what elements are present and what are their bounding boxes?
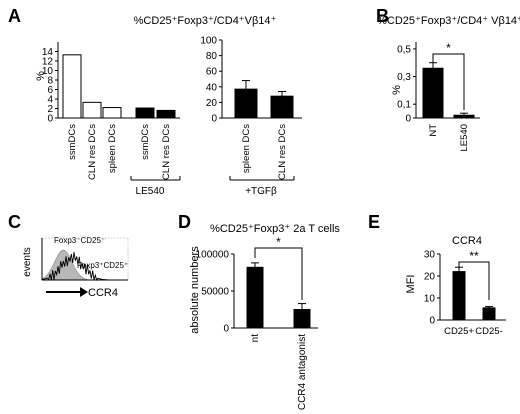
panel-a-left-bar — [62, 54, 82, 119]
panel-a-left-category-label: CLN res DCs — [87, 124, 98, 180]
panel-b-significance-label: * — [446, 41, 451, 55]
panel-a-left-category-label: ssmDCs — [140, 124, 151, 160]
panel-a-left-ytick-label: 6 — [47, 85, 53, 96]
panel-e-ylabel: MFI — [405, 275, 417, 294]
panel-d-category-label: CCR4 antagonist — [297, 334, 308, 410]
panel-e-significance-bracket — [458, 261, 490, 300]
panel-b-bar — [453, 114, 475, 119]
panel-b-ytick-label: 0,1 — [397, 100, 411, 111]
panel-b-category-label: NT — [428, 124, 439, 137]
panel-a-right-category-label: spleen DCs — [241, 124, 252, 173]
panel-a-left-category-label: spleen DCs — [107, 124, 118, 173]
panel-a-right-ytick-label: 100 — [200, 36, 217, 47]
panel-label-b: B — [376, 6, 389, 26]
panel-a-left-ytick-label: 10 — [42, 66, 54, 77]
panel-b-title: %CD25⁺Foxp3⁺/CD4⁺ Vβ14⁺ — [377, 15, 520, 27]
panel-d-bar — [293, 309, 311, 329]
panel-d-ylabel: absolute numbers — [189, 246, 201, 334]
panel-d-significance-label: * — [276, 235, 281, 249]
panel-label-e: E — [368, 212, 380, 232]
panel-a-right-category-label: CLN res DCs — [277, 124, 288, 180]
panel-e-ytick-label: 10 — [424, 294, 436, 305]
panel-a-left-bar — [102, 107, 122, 119]
panel-a-title: %CD25⁺Foxp3⁺/CD4⁺Vβ14⁺ — [134, 15, 277, 27]
panel-a-right-bar — [270, 95, 294, 119]
panel-b-category-label: LE540 — [459, 124, 470, 151]
panel-a-left-bar — [135, 107, 155, 119]
panel-b-ytick-label: 0,3 — [397, 72, 411, 83]
panel-label-a: A — [8, 6, 21, 26]
panel-a-right-ytick-label: 80 — [206, 51, 218, 62]
panel-a-right-bar — [234, 88, 258, 119]
panel-b-ylabel: % — [391, 85, 403, 95]
panel-d-category-label: nt — [250, 334, 261, 343]
panel-a-right-ytick-label: 20 — [206, 98, 218, 109]
panel-e-category-label: CD25- — [475, 326, 502, 337]
panel-c-ccr4-arrow-head — [80, 287, 88, 297]
panel-c-xlabel: CCR4 — [88, 287, 118, 299]
panel-a-ylabel: % — [35, 71, 47, 81]
panel-a-left-category-label: CLN res DCs — [161, 124, 172, 180]
panel-label-c: C — [8, 212, 21, 232]
panel-a-left-bar — [82, 101, 102, 119]
panel-a-left-ytick-label: 8 — [47, 76, 53, 87]
panel-a-left-ytick-label: 0 — [47, 114, 53, 125]
panel-b-ytick-label: 0 — [405, 114, 411, 125]
panel-label-d: D — [178, 212, 191, 232]
panel-a-left-category-label: ssmDCs — [67, 124, 78, 160]
panel-e-bar — [452, 271, 466, 321]
panel-a-left-bar — [156, 109, 176, 119]
panel-e-ytick-label: 30 — [424, 250, 436, 261]
panel-d-ytick-label: 100000 — [196, 250, 230, 261]
panel-b-bar — [422, 67, 444, 119]
panel-c-series-pos-label: Foxp3⁺CD25⁺ — [77, 261, 128, 270]
panel-a-right-ytick-label: 0 — [211, 114, 217, 125]
panel-a-group-tgfb: +TGFβ — [245, 186, 277, 197]
panel-e-ytick-label: 20 — [424, 272, 436, 283]
panel-e-title: CCR4 — [452, 235, 482, 247]
panel-a-right-ytick-label: 40 — [206, 82, 218, 93]
panel-c-series-neg-label: Foxp3⁻CD25⁻ — [54, 236, 105, 245]
panel-d-title: %CD25⁺Foxp3⁺ 2a T cells — [210, 223, 340, 235]
panel-d-bar — [246, 266, 264, 329]
panel-a-left-ytick-label: 2 — [47, 104, 53, 115]
panel-d-significance-bracket — [254, 247, 303, 300]
panel-e-category-label: CD25+ — [444, 326, 474, 337]
panel-b-significance-bracket — [432, 53, 465, 110]
panel-e-bar — [482, 307, 496, 321]
panel-a-right-ytick-label: 60 — [206, 67, 218, 78]
panel-e-significance-label: ** — [469, 249, 479, 263]
panel-a-left-ytick-label: 12 — [42, 57, 54, 68]
panel-a-left-ytick-label: 14 — [42, 47, 54, 58]
panel-a-left-ytick-label: 4 — [47, 95, 53, 106]
panel-b-ytick-label: 0,5 — [397, 44, 411, 55]
panel-d-ytick-label: 0 — [223, 324, 229, 335]
panel-d-ytick-label: 50000 — [201, 287, 229, 298]
panel-a-group-le540: LE540 — [136, 186, 165, 197]
panel-c-ylabel: events — [22, 247, 33, 276]
panel-e-ytick-label: 0 — [429, 316, 435, 327]
